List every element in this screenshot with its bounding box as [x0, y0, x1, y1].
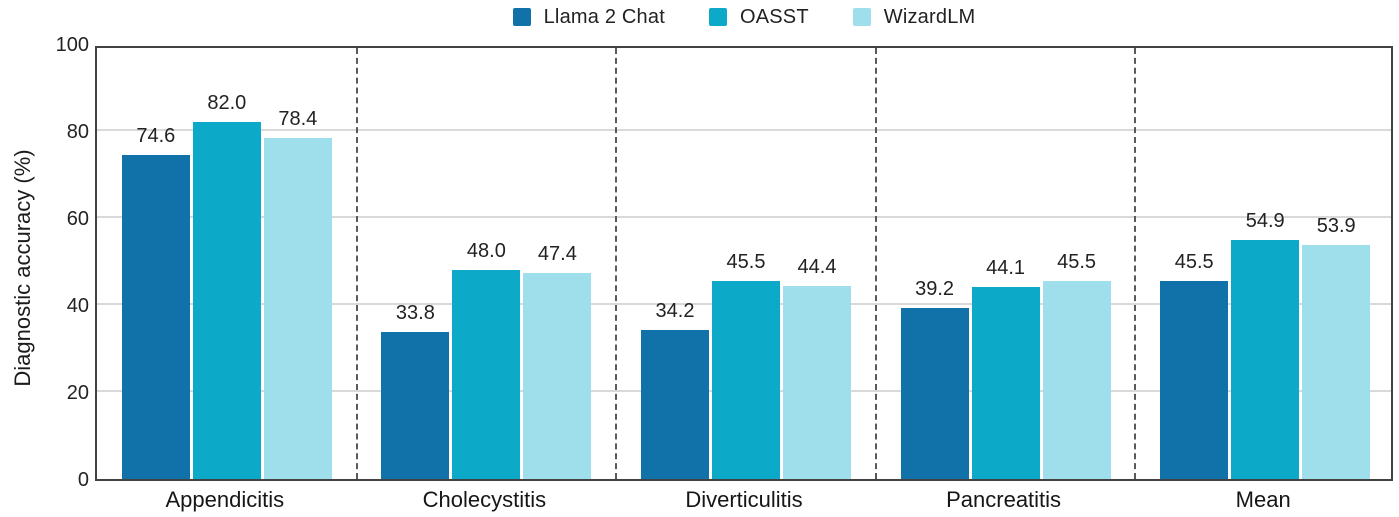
- y-tick-label: 80: [66, 121, 89, 143]
- bar-value-label: 44.4: [797, 255, 837, 278]
- legend-swatch: [708, 8, 727, 26]
- bar-value-label: 48.0: [466, 240, 506, 263]
- bar-value-label: 82.0: [207, 92, 247, 115]
- bar-value-label: 45.5: [1057, 251, 1097, 274]
- plot-area: 74.6 82.0 78.4 33.8 48.0 47.4 34.2 45.5 44.4 39.2…: [95, 46, 1393, 481]
- bar-oasst: [971, 287, 1040, 479]
- y-tick-label: 40: [66, 295, 89, 317]
- bar-wizardlm: [263, 137, 332, 479]
- legend-label: WizardLM: [883, 5, 976, 28]
- bar-value-label: 53.9: [1316, 214, 1356, 237]
- y-tick-label: 100: [55, 34, 89, 56]
- x-axis-category-label: Diverticulitis: [685, 487, 803, 512]
- bar-wizardlm: [1042, 281, 1111, 479]
- bar-value-label: 44.1: [986, 257, 1026, 280]
- legend-swatch: [852, 8, 871, 26]
- bar-value-label: 47.4: [537, 242, 577, 265]
- y-tick-label: 0: [77, 469, 89, 491]
- x-axis-category-label: Appendicitis: [165, 487, 285, 512]
- bar-llama-2-chat: [641, 330, 709, 479]
- y-tick-label: 60: [66, 208, 89, 230]
- bar-value-label: 39.2: [915, 278, 955, 301]
- y-tick-label: 20: [66, 382, 89, 404]
- bar-oasst: [192, 122, 261, 479]
- group-separator: [615, 48, 618, 479]
- bar-wizardlm: [783, 285, 851, 479]
- bar-llama-2-chat: [900, 308, 969, 479]
- chart-legend: Llama 2 Chat OASST WizardLM: [95, 2, 1393, 32]
- bar-wizardlm: [523, 272, 592, 479]
- x-axis-category-label: Mean: [1235, 487, 1291, 512]
- bar-value-label: 45.5: [726, 251, 766, 274]
- bar-llama-2-chat: [121, 154, 190, 479]
- legend-label: OASST: [739, 5, 809, 28]
- bar-value-label: 34.2: [655, 300, 695, 323]
- bar-value-label: 33.8: [395, 301, 435, 324]
- gridline: [97, 129, 1391, 131]
- legend-item: Llama 2 Chat: [512, 5, 665, 29]
- bar-value-label: 45.5: [1174, 251, 1214, 274]
- bar-value-label: 74.6: [136, 124, 176, 147]
- group-separator: [874, 48, 877, 479]
- x-axis-category-label: Pancreatitis: [946, 487, 1062, 512]
- group-separator: [355, 48, 358, 479]
- bar-wizardlm: [1302, 244, 1371, 479]
- bar-oasst: [1231, 240, 1300, 479]
- bar-value-label: 54.9: [1245, 210, 1285, 233]
- legend-label: Llama 2 Chat: [543, 5, 665, 28]
- bar-llama-2-chat: [381, 331, 450, 479]
- legend-item: OASST: [708, 5, 809, 29]
- bar-llama-2-chat: [1160, 281, 1229, 479]
- bar-value-label: 78.4: [278, 107, 318, 130]
- gridline: [97, 216, 1391, 218]
- bar-oasst: [712, 281, 780, 479]
- x-axis-category-label: Cholecystitis: [422, 487, 547, 512]
- bar-oasst: [452, 270, 521, 479]
- legend-item: WizardLM: [852, 5, 976, 29]
- group-separator: [1134, 48, 1137, 479]
- legend-swatch: [512, 8, 531, 26]
